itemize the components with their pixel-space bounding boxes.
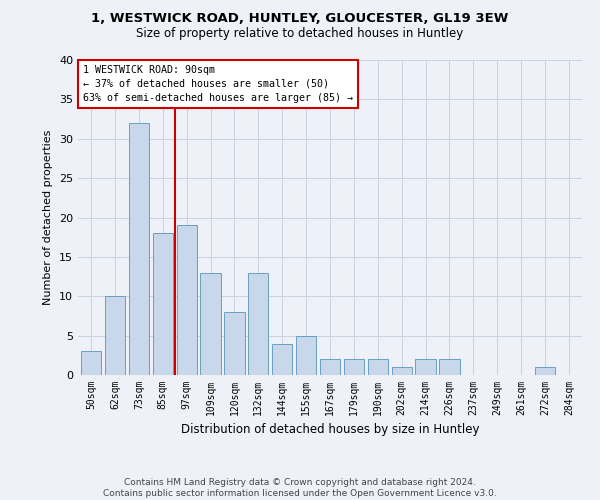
Bar xyxy=(439,359,460,375)
Bar xyxy=(272,344,292,375)
Bar xyxy=(296,336,316,375)
Text: 1 WESTWICK ROAD: 90sqm
← 37% of detached houses are smaller (50)
63% of semi-det: 1 WESTWICK ROAD: 90sqm ← 37% of detached… xyxy=(83,64,353,102)
Text: Contains HM Land Registry data © Crown copyright and database right 2024.
Contai: Contains HM Land Registry data © Crown c… xyxy=(103,478,497,498)
Bar xyxy=(105,296,125,375)
Bar xyxy=(344,359,364,375)
Bar xyxy=(368,359,388,375)
Bar xyxy=(176,226,197,375)
Bar xyxy=(392,367,412,375)
Bar xyxy=(320,359,340,375)
Bar xyxy=(248,272,268,375)
X-axis label: Distribution of detached houses by size in Huntley: Distribution of detached houses by size … xyxy=(181,424,479,436)
Bar xyxy=(81,352,101,375)
Bar xyxy=(415,359,436,375)
Text: Size of property relative to detached houses in Huntley: Size of property relative to detached ho… xyxy=(136,28,464,40)
Text: 1, WESTWICK ROAD, HUNTLEY, GLOUCESTER, GL19 3EW: 1, WESTWICK ROAD, HUNTLEY, GLOUCESTER, G… xyxy=(91,12,509,26)
Bar xyxy=(129,123,149,375)
Y-axis label: Number of detached properties: Number of detached properties xyxy=(43,130,53,305)
Bar xyxy=(224,312,245,375)
Bar xyxy=(200,272,221,375)
Bar xyxy=(152,233,173,375)
Bar xyxy=(535,367,555,375)
